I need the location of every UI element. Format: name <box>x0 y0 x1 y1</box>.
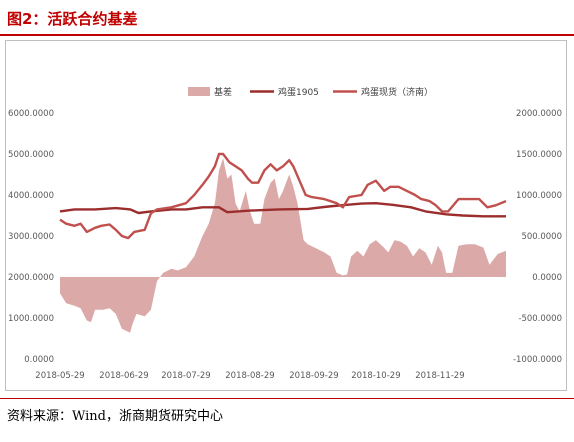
x-axis-tick-label: 2018-11-29 <box>415 371 464 381</box>
right-axis-tick-label: 1500.0000 <box>516 150 562 160</box>
x-axis-tick-label: 2018-07-29 <box>161 371 210 381</box>
series-line-spot-jinan <box>59 152 507 240</box>
left-axis-tick-label: 1000.0000 <box>8 314 54 324</box>
left-axis-tick-label: 6000.0000 <box>8 109 54 119</box>
source-note: 资料来源：Wind，浙商期货研究中心 <box>7 409 223 424</box>
legend: 基差 鸡蛋1905 鸡蛋现货（济南） <box>188 86 433 98</box>
right-axis-tick-label: 500.0000 <box>521 232 562 242</box>
chart-frame: 基差 鸡蛋1905 鸡蛋现货（济南） 0.0000 1000.0000 2000.0… <box>5 40 567 391</box>
figure-title: 图2：活跃合约基差 <box>7 10 138 28</box>
title-rule <box>0 34 574 36</box>
left-axis-tick-label: 5000.0000 <box>8 150 54 160</box>
x-axis-tick-label: 2018-09-29 <box>289 371 338 381</box>
legend-swatch-basis <box>188 87 210 96</box>
x-axis-tick-label: 2018-10-29 <box>351 371 400 381</box>
source-rule <box>0 398 574 399</box>
right-axis-tick-label: -1000.0000 <box>513 355 562 365</box>
series-area-basis <box>60 158 506 333</box>
left-axis-tick-label: 0.0000 <box>24 355 54 365</box>
plot-area <box>59 152 507 333</box>
series-line-contract-1905 <box>59 201 506 218</box>
right-axis-tick-label: 2000.0000 <box>516 109 562 119</box>
right-axis-tick-label: 1000.0000 <box>516 191 562 201</box>
right-axis-tick-label: 0.0000 <box>532 273 562 283</box>
legend-label-contract: 鸡蛋1905 <box>278 86 319 98</box>
axes: 0.0000 1000.0000 2000.0000 3000.0000 4000.00… <box>8 109 562 381</box>
x-axis-tick-label: 2018-05-29 <box>35 371 84 381</box>
legend-label-basis: 基差 <box>214 86 232 98</box>
right-axis-tick-label: -500.0000 <box>518 314 562 324</box>
x-axis-tick-label: 2018-08-29 <box>225 371 274 381</box>
x-axis-tick-label: 2018-06-29 <box>99 371 148 381</box>
legend-label-spot: 鸡蛋现货（济南） <box>361 86 433 98</box>
left-axis-tick-label: 4000.0000 <box>8 191 54 201</box>
left-axis-tick-label: 3000.0000 <box>8 232 54 242</box>
chart: 基差 鸡蛋1905 鸡蛋现货（济南） 0.0000 1000.0000 2000.0… <box>8 86 562 381</box>
left-axis-tick-label: 2000.0000 <box>8 273 54 283</box>
